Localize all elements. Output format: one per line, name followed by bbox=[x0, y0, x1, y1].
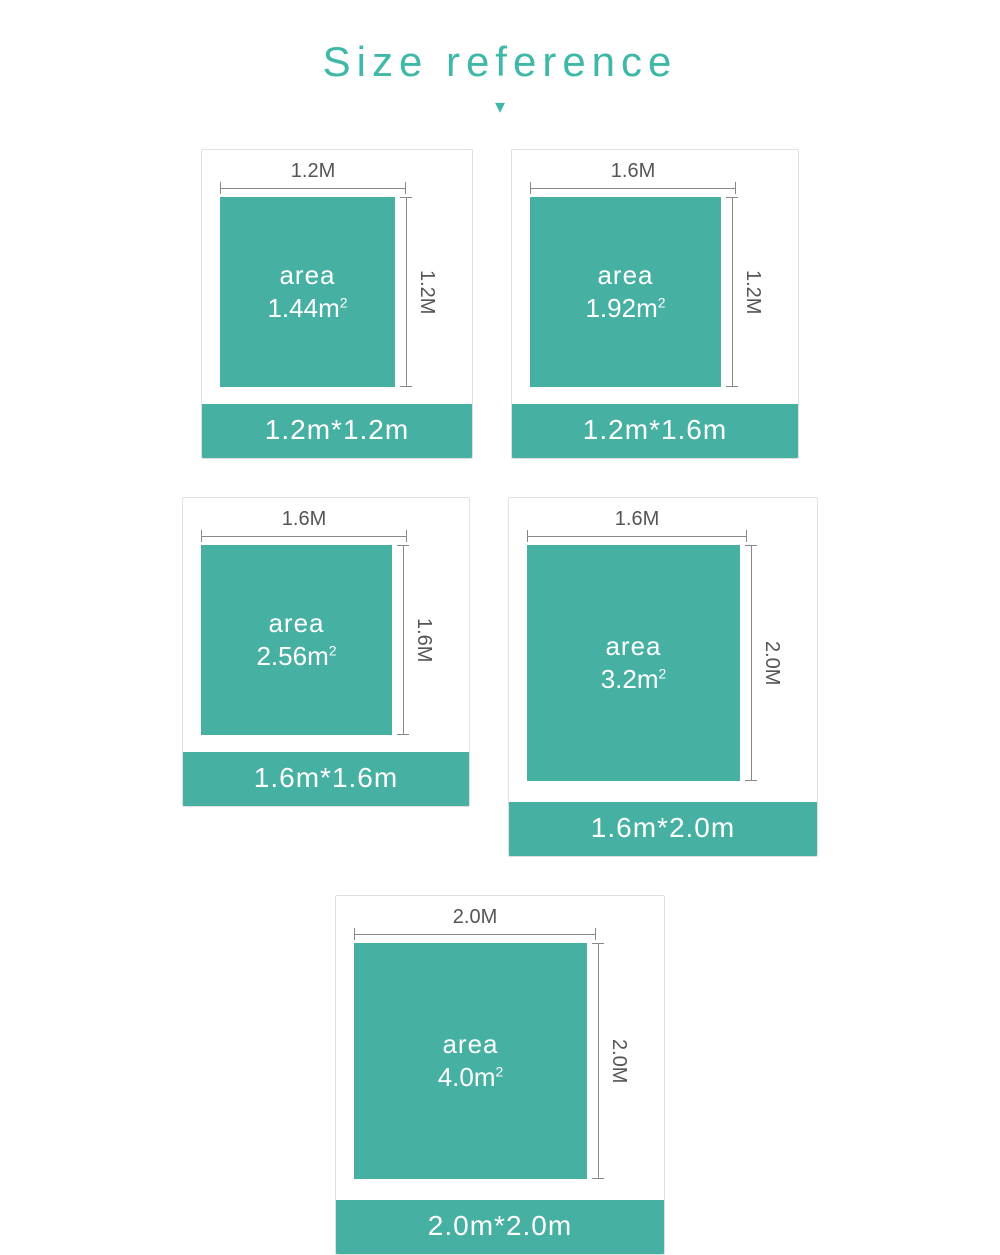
width-rule bbox=[530, 185, 736, 191]
page-title: Size reference bbox=[0, 0, 1000, 86]
card-body: 1.6M area1.92m2 1.2M bbox=[512, 150, 798, 404]
area-value: 3.2m2 bbox=[601, 664, 667, 695]
card-body: 1.6M area3.2m2 2.0M bbox=[509, 498, 817, 802]
card-body: 1.2M area1.44m2 1.2M bbox=[202, 150, 472, 404]
width-label: 1.6M bbox=[527, 504, 747, 533]
height-label: 1.6M bbox=[406, 618, 435, 662]
width-label: 1.2M bbox=[220, 156, 406, 185]
height-label: 2.0M bbox=[754, 641, 783, 685]
area-word: area bbox=[268, 608, 324, 639]
area-value: 1.92m2 bbox=[585, 293, 665, 324]
width-rule bbox=[527, 533, 747, 539]
height-rule bbox=[729, 197, 735, 387]
width-label: 1.6M bbox=[201, 504, 407, 533]
size-card: 1.2M area1.44m2 1.2M 1.2m*1.2m bbox=[201, 149, 473, 459]
card-footer: 1.2m*1.6m bbox=[512, 404, 798, 458]
height-rule bbox=[748, 545, 754, 781]
height-label: 2.0M bbox=[601, 1039, 630, 1083]
area-swatch: area2.56m2 bbox=[201, 545, 392, 735]
width-label: 2.0M bbox=[354, 902, 596, 931]
size-card: 1.6M area1.92m2 1.2M 1.2m*1.6m bbox=[511, 149, 799, 459]
card-footer: 1.6m*2.0m bbox=[509, 802, 817, 856]
size-card: 1.6M area2.56m2 1.6M 1.6m*1.6m bbox=[182, 497, 470, 807]
down-arrow-icon: ▾ bbox=[0, 94, 1000, 119]
area-value: 4.0m2 bbox=[438, 1062, 504, 1093]
card-footer: 1.6m*1.6m bbox=[183, 752, 469, 806]
height-label: 1.2M bbox=[409, 270, 438, 314]
area-swatch: area3.2m2 bbox=[527, 545, 740, 781]
area-value: 1.44m2 bbox=[267, 293, 347, 324]
cards-grid: 1.2Marea1.44m21.2M1.2m*1.2m1.6Marea1.92m… bbox=[0, 119, 1000, 1255]
card-footer: 2.0m*2.0m bbox=[336, 1200, 664, 1254]
height-rule bbox=[595, 943, 601, 1179]
area-word: area bbox=[597, 260, 653, 291]
area-word: area bbox=[442, 1029, 498, 1060]
width-label: 1.6M bbox=[530, 156, 736, 185]
area-swatch: area1.44m2 bbox=[220, 197, 395, 387]
height-label: 1.2M bbox=[735, 270, 764, 314]
width-rule bbox=[201, 533, 407, 539]
size-card: 2.0M area4.0m2 2.0M 2.0m*2.0m bbox=[335, 895, 665, 1255]
card-body: 1.6M area2.56m2 1.6M bbox=[183, 498, 469, 752]
area-value: 2.56m2 bbox=[256, 641, 336, 672]
card-body: 2.0M area4.0m2 2.0M bbox=[336, 896, 664, 1200]
area-word: area bbox=[279, 260, 335, 291]
size-card: 1.6M area3.2m2 2.0M 1.6m*2.0m bbox=[508, 497, 818, 857]
card-footer: 1.2m*1.2m bbox=[202, 404, 472, 458]
area-swatch: area1.92m2 bbox=[530, 197, 721, 387]
height-rule bbox=[403, 197, 409, 387]
width-rule bbox=[354, 931, 596, 937]
area-word: area bbox=[605, 631, 661, 662]
width-rule bbox=[220, 185, 406, 191]
height-rule bbox=[400, 545, 406, 735]
area-swatch: area4.0m2 bbox=[354, 943, 587, 1179]
